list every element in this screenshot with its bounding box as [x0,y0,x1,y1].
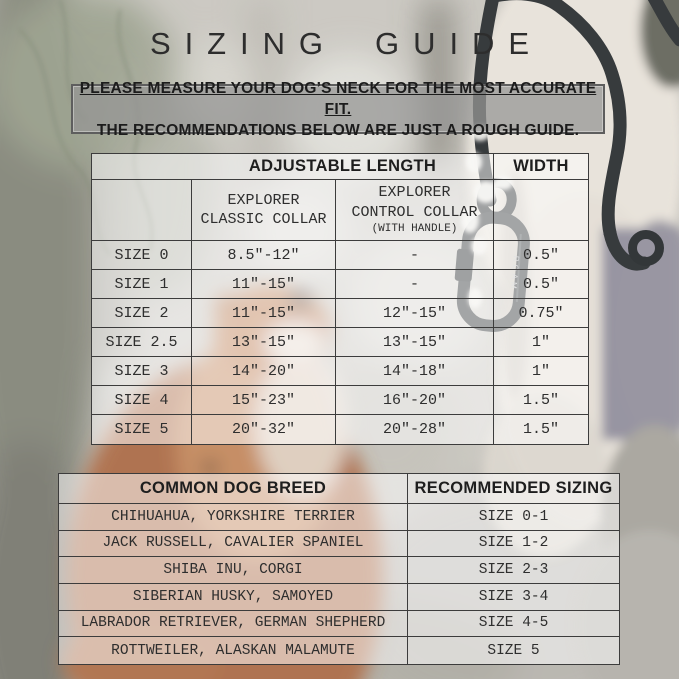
size-label: SIZE 2 [92,299,192,328]
size-label: SIZE 2.5 [92,328,192,357]
control-value: - [336,241,494,270]
size-table: ADJUSTABLE LENGTH WIDTH EXPLORER CLASSIC… [91,153,589,445]
breed-cell: SIBERIAN HUSKY, SAMOYED [59,583,408,611]
control-value: - [336,270,494,299]
size-table-width-header: WIDTH [494,154,588,180]
notice-line-2: THE RECOMMENDATIONS BELOW ARE JUST A ROU… [96,121,580,139]
width-spacer-cell [494,180,588,241]
control-value: 13"-15" [336,328,494,357]
size-table-corner-cell [92,180,192,241]
breed-cell: JACK RUSSELL, CAVALIER SPANIEL [59,530,408,558]
sizing-cell: SIZE 4-5 [408,610,619,638]
breed-table-header-sizing: RECOMMENDED SIZING [408,474,619,504]
width-value: 0.75" [494,299,588,328]
size-label: SIZE 0 [92,241,192,270]
measure-notice: PLEASE MEASURE YOUR DOG’S NECK FOR THE M… [71,80,605,139]
width-value: 0.5" [494,270,588,299]
sizing-cell: SIZE 0-1 [408,504,619,531]
width-value: 0.5" [494,241,588,270]
breed-cell: SHIBA INU, CORGI [59,557,408,584]
classic-value: 14"-20" [192,357,336,386]
size-table-group-header: ADJUSTABLE LENGTH [92,154,494,180]
classic-value: 15"-23" [192,386,336,415]
classic-value: 13"-15" [192,328,336,357]
sizing-cell: SIZE 2-3 [408,557,619,584]
sizing-cell: SIZE 3-4 [408,583,619,611]
page-title: SIZING GUIDE [149,26,543,61]
breed-cell: CHIHUAHUA, YORKSHIRE TERRIER [59,504,408,531]
classic-value: 11"-15" [192,299,336,328]
control-value: 20"-28" [336,415,494,444]
leash-ring [628,230,664,266]
control-value: 14"-18" [336,357,494,386]
classic-value: 8.5"-12" [192,241,336,270]
size-label: SIZE 1 [92,270,192,299]
classic-value: 11"-15" [192,270,336,299]
breed-table: COMMON DOG BREED RECOMMENDED SIZING CHIH… [58,473,620,665]
size-label: SIZE 5 [92,415,192,444]
sizing-cell: SIZE 1-2 [408,530,619,558]
breed-cell: LABRADOR RETRIEVER, GERMAN SHEPHERD [59,610,408,638]
size-label: SIZE 3 [92,357,192,386]
width-value: 1" [494,357,588,386]
width-value: 1.5" [494,415,588,444]
breed-table-header-breed: COMMON DOG BREED [59,474,408,504]
notice-line-1: PLEASE MEASURE YOUR DOG’S NECK FOR THE M… [79,79,597,118]
control-collar-header: EXPLORER CONTROL COLLAR (WITH HANDLE) [336,180,494,241]
breed-cell: ROTTWEILER, ALASKAN MALAMUTE [59,637,408,664]
control-value: 16"-20" [336,386,494,415]
width-value: 1" [494,328,588,357]
size-label: SIZE 4 [92,386,192,415]
classic-value: 20"-32" [192,415,336,444]
width-value: 1.5" [494,386,588,415]
sizing-cell: SIZE 5 [408,637,619,664]
classic-collar-header: EXPLORER CLASSIC COLLAR [192,180,336,241]
control-value: 12"-15" [336,299,494,328]
